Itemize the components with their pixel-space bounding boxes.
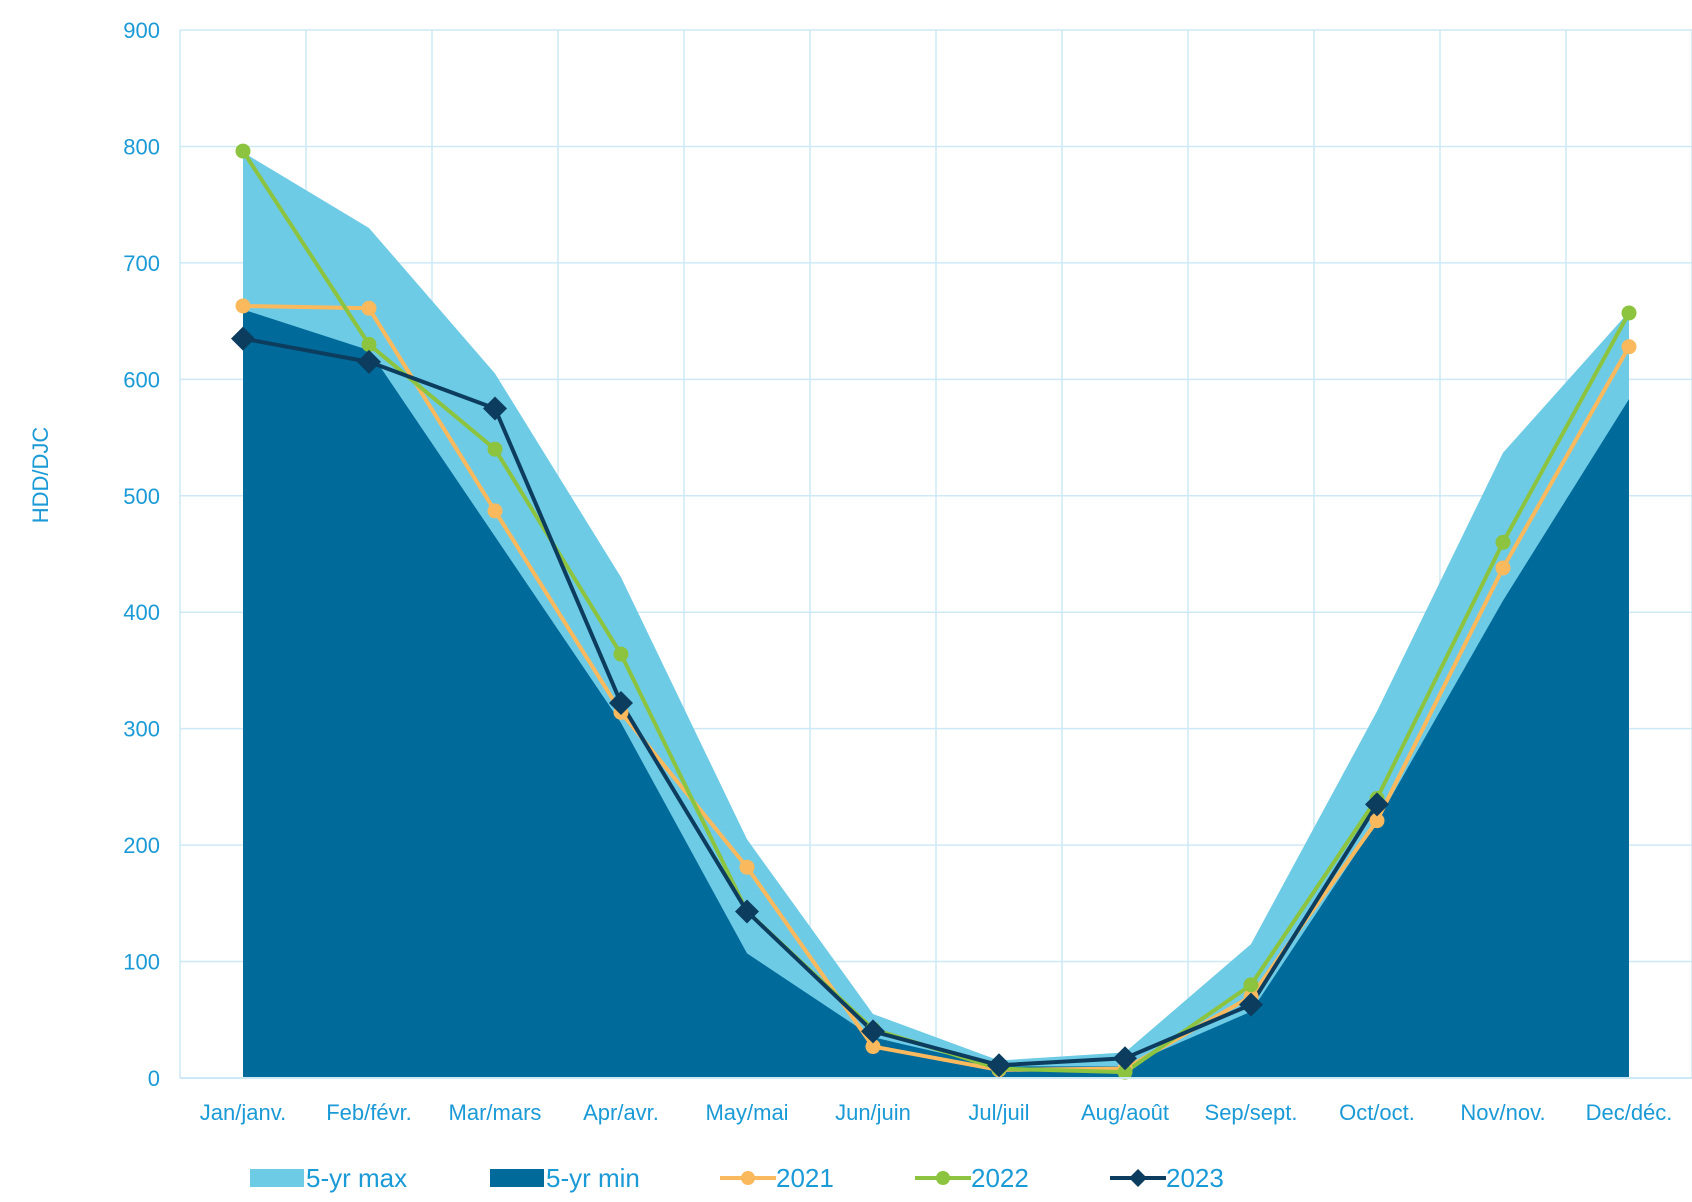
point-2022 <box>1117 1064 1133 1080</box>
x-tick-label: Oct/oct. <box>1339 1100 1415 1125</box>
legend: 5-yr max 5-yr min 2021 2022 2023 <box>250 1163 1224 1193</box>
y-axis-title: HDD/DJC <box>28 427 53 524</box>
y-tick-label: 700 <box>123 251 160 276</box>
point-2022 <box>613 646 629 662</box>
legend-item-5-yr-min: 5-yr min <box>490 1163 640 1193</box>
x-tick-label: Jun/juin <box>835 1100 911 1125</box>
point-2021 <box>487 503 503 519</box>
legend-marker <box>741 1171 755 1185</box>
legend-item-2023: 2023 <box>1110 1163 1224 1193</box>
point-2023 <box>483 396 507 421</box>
x-tick-label: Sep/sept. <box>1205 1100 1298 1125</box>
point-2022 <box>487 441 503 457</box>
y-tick-label: 100 <box>123 950 160 975</box>
x-tick-label: May/mai <box>705 1100 788 1125</box>
legend-label: 5-yr max <box>306 1163 407 1193</box>
x-tick-label: Jan/janv. <box>200 1100 286 1125</box>
point-2023 <box>1365 792 1389 817</box>
legend-marker <box>1129 1169 1147 1187</box>
x-tick-label: Aug/août <box>1081 1100 1169 1125</box>
series-markers <box>231 143 1637 1080</box>
point-2022 <box>1243 977 1259 993</box>
point-2023 <box>609 691 633 716</box>
y-tick-label: 0 <box>148 1066 160 1091</box>
area-5-yr-min <box>243 309 1629 1078</box>
legend-swatch <box>490 1169 544 1187</box>
y-tick-label: 600 <box>123 367 160 392</box>
y-tick-label: 500 <box>123 484 160 509</box>
legend-label: 2021 <box>776 1163 834 1193</box>
point-2022 <box>1495 534 1511 550</box>
x-tick-label: Apr/avr. <box>583 1100 659 1125</box>
point-2022 <box>1621 305 1637 321</box>
x-tick-label: Feb/févr. <box>326 1100 412 1125</box>
legend-swatch <box>250 1169 304 1187</box>
point-2023 <box>861 1019 885 1044</box>
legend-item-5-yr-max: 5-yr max <box>250 1163 407 1193</box>
legend-item-2021: 2021 <box>720 1163 834 1193</box>
point-2021 <box>1369 813 1385 829</box>
point-2023 <box>1113 1046 1137 1071</box>
y-tick-label: 300 <box>123 717 160 742</box>
line-2023 <box>242 336 1379 1068</box>
area-series <box>243 152 1629 1078</box>
legend-item-2022: 2022 <box>915 1163 1029 1193</box>
y-tick-label: 900 <box>123 18 160 43</box>
point-2021 <box>1495 560 1511 576</box>
line-2021 <box>242 303 1631 1072</box>
point-2023 <box>231 326 255 351</box>
point-2022 <box>361 336 377 352</box>
point-2021 <box>361 300 377 316</box>
point-2021 <box>1621 339 1637 355</box>
legend-label: 2023 <box>1166 1163 1224 1193</box>
point-2023 <box>735 899 759 924</box>
x-tick-label: Nov/nov. <box>1460 1100 1545 1125</box>
legend-marker <box>936 1171 950 1185</box>
point-2022 <box>235 143 251 159</box>
line-series <box>241 150 1631 1075</box>
y-tick-label: 400 <box>123 600 160 625</box>
axes: HDD/DJC 0 100 200 300 400 500 600 700 800 900 Jan/… <box>28 18 1692 1125</box>
legend-label: 5-yr min <box>546 1163 640 1193</box>
legend-label: 2022 <box>971 1163 1029 1193</box>
point-2021 <box>235 298 251 314</box>
point-2021 <box>865 1039 881 1055</box>
point-2023 <box>357 349 381 374</box>
x-tick-label: Mar/mars <box>449 1100 542 1125</box>
point-2021 <box>739 859 755 875</box>
point-2023 <box>987 1053 1011 1078</box>
x-tick-label: Jul/juil <box>968 1100 1029 1125</box>
x-tick-label: Dec/déc. <box>1586 1100 1673 1125</box>
y-tick-label: 800 <box>123 134 160 159</box>
y-tick-label: 200 <box>123 833 160 858</box>
point-2023 <box>1239 992 1263 1017</box>
